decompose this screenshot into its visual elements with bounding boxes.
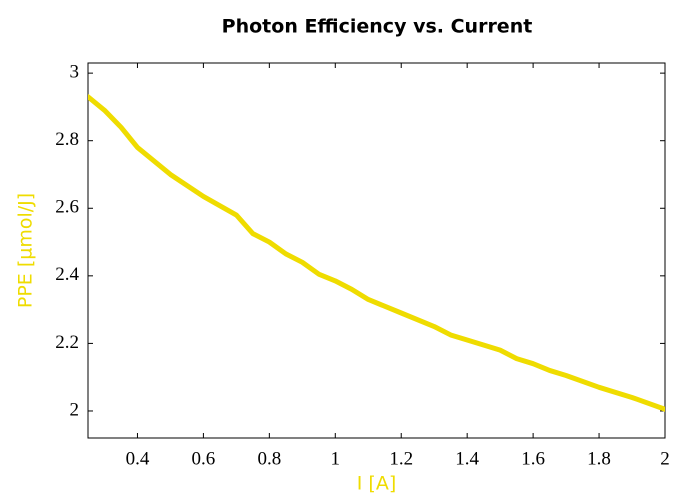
chart-title: Photon Efficiency vs. Current — [222, 16, 533, 38]
y-tick-label: 2.2 — [55, 332, 79, 353]
x-tick-label: 1.6 — [521, 448, 545, 469]
x-tick-label: 0.6 — [192, 448, 216, 469]
y-tick-label: 2.8 — [55, 129, 79, 150]
x-axis-label: I [A] — [357, 473, 396, 495]
x-tick-label: 1.4 — [455, 448, 479, 469]
x-tick-label: 1 — [331, 448, 341, 469]
y-tick-label: 3 — [70, 61, 80, 82]
x-tick-label: 1.2 — [389, 448, 413, 469]
y-tick-label: 2.4 — [55, 264, 79, 285]
x-tick-label: 2 — [660, 448, 670, 469]
x-tick-label: 0.4 — [126, 448, 150, 469]
data-line — [88, 94, 665, 412]
y-tick-label: 2.6 — [55, 197, 79, 218]
plot-frame — [87, 62, 666, 439]
x-tick-label: 1.8 — [587, 448, 611, 469]
y-axis-label: PPE [µmol/J] — [15, 193, 37, 308]
x-tick-label: 0.8 — [257, 448, 281, 469]
y-tick-label: 2 — [70, 399, 80, 420]
